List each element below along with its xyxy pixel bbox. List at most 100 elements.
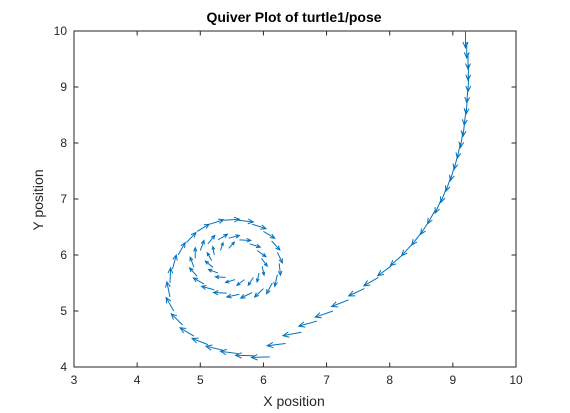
arrow-shaft [271, 240, 281, 251]
arrow-head [188, 266, 194, 273]
arrow-head [214, 274, 220, 280]
quiver-arrow [249, 243, 262, 249]
quiver-arrow [207, 234, 216, 245]
x-tick-label: 3 [71, 373, 78, 387]
quiver-arrow [172, 253, 178, 270]
arrow-shaft [459, 131, 464, 148]
quiver-arrow [188, 266, 198, 277]
arrow-head [250, 354, 258, 361]
arrow-head [266, 341, 274, 349]
x-tick-label: 9 [450, 373, 457, 387]
arrow-shaft [256, 272, 260, 282]
arrow-head [211, 245, 216, 250]
quiver-arrow [250, 354, 270, 361]
arrow-shaft [282, 331, 302, 337]
quiver-arrow [192, 277, 205, 285]
arrow-shaft [179, 327, 195, 337]
arrow-head [239, 294, 246, 299]
arrow-head [235, 281, 241, 286]
arrow-head [260, 224, 268, 230]
arrow-head [362, 280, 371, 287]
arrow-shaft [239, 239, 251, 241]
arrow-shaft [186, 232, 197, 244]
arrow-head [204, 344, 213, 351]
arrow-head [330, 301, 339, 308]
arrow-shaft [206, 252, 213, 261]
quiver-arrow [204, 344, 224, 351]
quiver-arrow [228, 241, 236, 249]
arrow-head [440, 196, 446, 204]
quiver-arrow [376, 265, 392, 277]
arrow-shaft [411, 232, 422, 246]
arrow-head [269, 233, 276, 239]
arrow-head [389, 259, 397, 267]
quiver-arrow [214, 274, 226, 280]
arrow-shaft [228, 241, 235, 249]
arrow-shaft [251, 356, 270, 358]
x-tick-label: 8 [386, 373, 393, 387]
quiver-arrow [434, 198, 442, 215]
y-tick-label: 6 [60, 248, 67, 262]
quiver-arrow [234, 352, 254, 359]
quiver-arrow [251, 223, 268, 230]
quiver-arrow [462, 31, 469, 50]
chart-title: Quiver Plot of turtle1/pose [206, 9, 381, 25]
quiver-arrow [458, 131, 465, 149]
quiver-arrow [247, 277, 254, 287]
arrow-head [165, 280, 171, 288]
arrow-head [255, 243, 262, 249]
arrow-head [172, 253, 178, 261]
quiver-arrow [207, 268, 219, 274]
arrow-shaft [256, 250, 267, 258]
arrow-shaft [212, 246, 215, 256]
arrow-head [190, 337, 199, 344]
quiver-arrow [204, 260, 214, 268]
x-axis-label: X position [263, 393, 324, 409]
y-tick-label: 7 [60, 192, 67, 206]
quiver-arrow [261, 266, 266, 277]
arrow-head [190, 231, 197, 238]
quiver-arrow [199, 239, 205, 251]
y-tick-label: 9 [60, 80, 67, 94]
quiver-arrow [266, 282, 273, 295]
arrow-head [167, 266, 174, 274]
quiver-arrow [167, 266, 174, 284]
arrow-shaft [462, 120, 466, 137]
arrow-shaft [196, 223, 210, 232]
arrow-head [462, 41, 469, 50]
arrow-shaft [217, 233, 228, 241]
quiver-arrow [277, 263, 283, 277]
quiver-arrow [170, 312, 183, 326]
quiver-arrow [165, 280, 171, 298]
arrow-shaft [363, 276, 379, 287]
quiver-arrow [297, 320, 318, 328]
arrow-head [255, 278, 260, 284]
arrow-head [314, 312, 322, 319]
arrow-head [347, 290, 356, 297]
y-tick-label: 10 [54, 24, 68, 38]
quiver-arrow [266, 341, 286, 349]
x-tick-label: 7 [323, 373, 330, 387]
quiver-arrow [211, 245, 216, 256]
arrow-shaft [177, 242, 186, 256]
arrow-shaft [235, 354, 254, 357]
arrow-shaft [236, 279, 245, 286]
arrow-shaft [261, 266, 265, 276]
quiver-arrow [190, 337, 209, 346]
quiver-arrow [239, 238, 253, 243]
arrow-head [263, 262, 268, 268]
arrow-shaft [228, 234, 240, 239]
arrow-head [204, 260, 210, 265]
quiver-arrow [273, 274, 278, 288]
quiver-arrow [330, 299, 349, 308]
arrow-head [210, 234, 216, 240]
arrow-shaft [247, 277, 254, 286]
arrow-shaft [263, 231, 276, 239]
arrow-shaft [166, 281, 171, 298]
arrow-shaft [348, 288, 365, 297]
arrow-head [223, 233, 229, 239]
arrow-head [419, 228, 426, 236]
quiver-arrow [419, 221, 430, 236]
arrow-shaft [189, 257, 195, 268]
